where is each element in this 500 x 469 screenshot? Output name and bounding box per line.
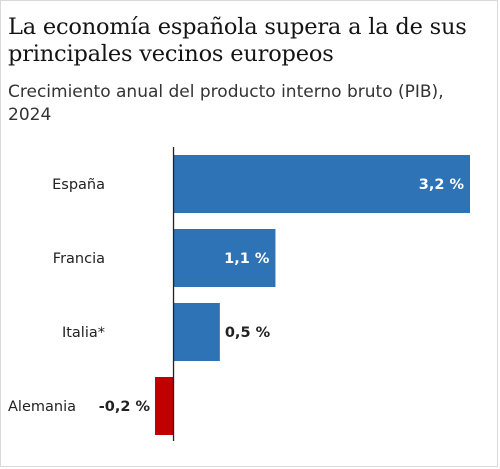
bars-layer bbox=[155, 155, 470, 435]
category-label-espana: España bbox=[52, 177, 105, 193]
category-label-italia: Italia* bbox=[62, 325, 105, 341]
bar-alemania bbox=[155, 377, 174, 435]
value-label-francia: 1,1 % bbox=[224, 251, 270, 267]
chart-subtitle: Crecimiento anual del producto interno b… bbox=[8, 82, 444, 125]
value-label-italia: 0,5 % bbox=[225, 325, 271, 341]
labels-layer: España 3,2 % Francia 1,1 % Italia* 0,5 % Alema… bbox=[8, 177, 464, 415]
category-label-alemania: Alemania bbox=[8, 399, 76, 415]
bar-italia bbox=[173, 303, 220, 361]
bar-espana bbox=[173, 155, 470, 213]
value-label-espana: 3,2 % bbox=[419, 177, 465, 193]
category-label-francia: Francia bbox=[53, 251, 105, 267]
bar-francia bbox=[173, 229, 276, 287]
chart-title: La economía española supera a la de sus … bbox=[8, 14, 467, 67]
value-label-alemania: -0,2 % bbox=[99, 399, 151, 415]
